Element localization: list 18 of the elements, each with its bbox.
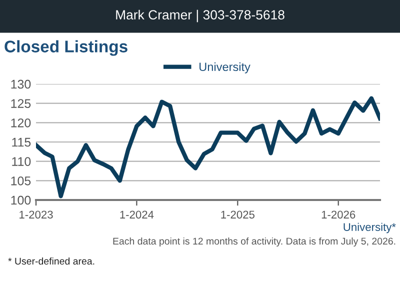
y-tick-label: 125	[11, 99, 31, 108]
x-tick-label: 1-2025	[221, 210, 254, 219]
x-tick-label: 1-2024	[120, 210, 154, 219]
y-tick-label: 100	[11, 196, 31, 205]
legend-label: University	[200, 62, 250, 74]
y-tick-label: 105	[11, 176, 31, 186]
chart-title: Closed Listings	[4, 40, 128, 56]
text: Mark Cramer | 303-378-5618	[116, 10, 284, 22]
y-tick-label: 110	[12, 157, 31, 166]
x-tick-label: 1-2023	[20, 210, 53, 219]
y-tick-label: 130	[11, 80, 31, 89]
y-tick-label: 115	[12, 138, 31, 147]
text: * User-defined area.	[8, 257, 94, 265]
y-tick-label: 120	[11, 118, 31, 128]
text: University*	[344, 222, 396, 234]
x-tick-label: 1-2026	[322, 210, 356, 219]
line-series	[36, 96, 380, 198]
text: Each data point is 12 months of activity. Data is from July 5, 2026.	[113, 237, 396, 247]
